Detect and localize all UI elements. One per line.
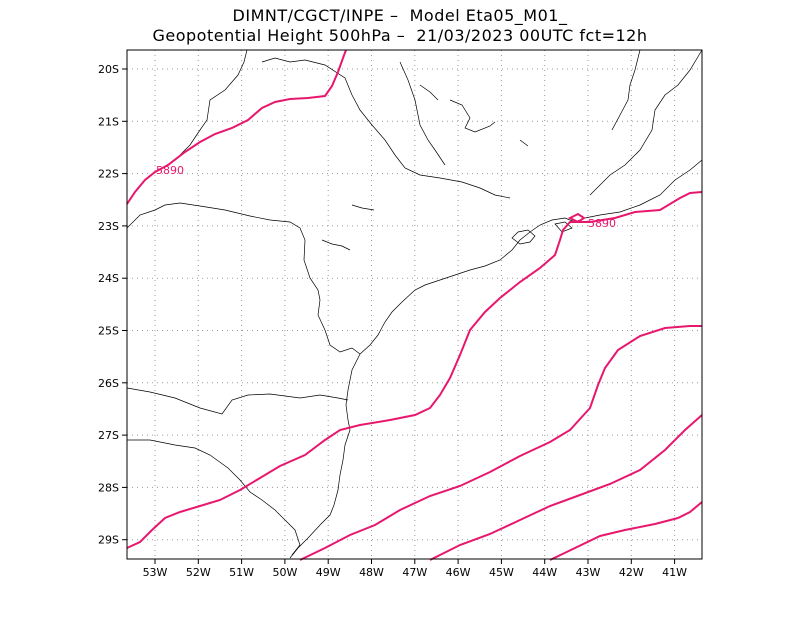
lat-tick-label: 25S	[98, 325, 119, 338]
contour-line-5	[549, 501, 703, 561]
lon-tick-label: 50W	[272, 566, 297, 579]
contour-line-3	[299, 325, 702, 561]
lon-tick-label: 41W	[662, 566, 687, 579]
lon-tick-label: 53W	[143, 566, 168, 579]
border-north-2	[261, 57, 373, 126]
lon-tick-label: 42W	[619, 566, 644, 579]
contour-line-2	[126, 191, 703, 549]
lon-tick-label: 44W	[532, 566, 557, 579]
lat-tick-label: 28S	[98, 481, 119, 494]
contour-line-4	[429, 414, 703, 561]
lon-tick-label: 52W	[186, 566, 211, 579]
border-south	[126, 387, 349, 415]
lon-tick-label: 43W	[576, 566, 601, 579]
border-west	[126, 202, 361, 355]
contour-loop	[567, 212, 586, 224]
lon-tick-label: 48W	[359, 566, 384, 579]
lake-5	[519, 139, 529, 147]
lat-tick-label: 29S	[98, 534, 119, 547]
lon-tick-label: 46W	[446, 566, 471, 579]
lat-tick-label: 20S	[98, 63, 119, 76]
lon-tick-label: 51W	[229, 566, 254, 579]
latitude-axis: 20S 21S 22S 23S 24S 25S 26S 27S 28S 29S	[98, 63, 127, 547]
map-title-line-1: DIMNT/CGCT/INPE – Model Eta05_M01_	[232, 6, 568, 25]
contour-labels: 5890 5890	[156, 164, 616, 230]
lat-tick-label: 22S	[98, 168, 119, 181]
border-north	[179, 49, 248, 156]
bay	[511, 229, 536, 245]
lon-tick-label: 49W	[316, 566, 341, 579]
lat-tick-label: 21S	[98, 115, 119, 128]
map-title-line-2: Geopotential Height 500hPa – 21/03/2023 …	[152, 26, 648, 45]
gridlines	[127, 50, 702, 559]
border-east	[611, 49, 641, 131]
border-north-east	[399, 61, 446, 166]
lake-3	[351, 204, 375, 211]
geopotential-contours	[126, 49, 703, 561]
border-inner	[371, 124, 511, 199]
bay-2	[554, 221, 573, 233]
coastline	[289, 159, 703, 559]
contour-label-east: 5890	[588, 217, 616, 230]
lon-tick-label: 47W	[402, 566, 427, 579]
lat-tick-label: 24S	[98, 272, 119, 285]
contour-line-1	[126, 49, 347, 205]
lake-4	[321, 239, 351, 251]
lon-tick-label: 45W	[489, 566, 514, 579]
contour-label-west: 5890	[156, 164, 184, 177]
lat-tick-label: 27S	[98, 429, 119, 442]
lat-tick-label: 23S	[98, 220, 119, 233]
lake	[449, 99, 496, 133]
coastline-east	[589, 49, 703, 196]
longitude-axis: 53W 52W 51W 50W 49W 48W 47W 46W 45W 44W 43W 42W 41W	[143, 559, 687, 579]
map-frame	[126, 49, 703, 560]
lat-tick-label: 26S	[98, 377, 119, 390]
border-south-2	[127, 439, 301, 556]
lake-2	[419, 84, 439, 101]
